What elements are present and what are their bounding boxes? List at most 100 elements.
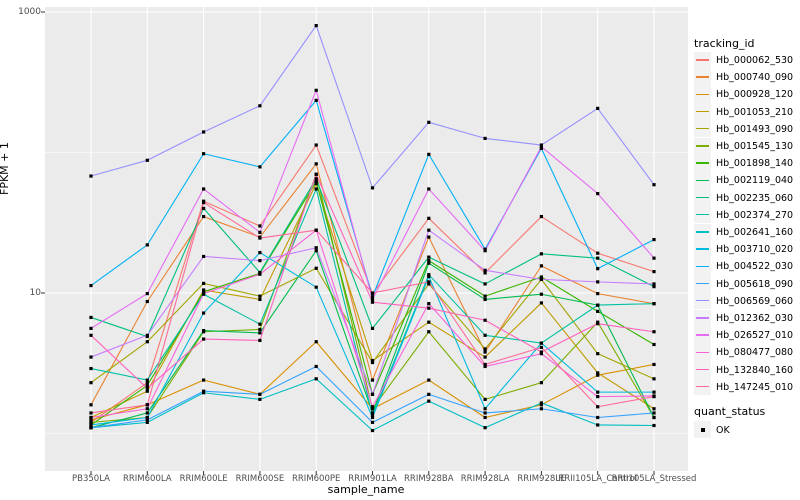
legend-key-swatch — [694, 103, 711, 121]
legend-line-icon — [696, 265, 709, 268]
data-point — [539, 345, 543, 350]
data-point — [370, 326, 375, 330]
data-point — [370, 378, 375, 382]
data-point — [427, 330, 431, 334]
data-point — [89, 315, 93, 320]
data-point — [202, 214, 206, 219]
x-tick-label-RRIM600PE: RRIM600PE — [292, 474, 341, 484]
legend-key-swatch — [694, 292, 711, 310]
legend-title-quant-status: quant_status — [694, 405, 766, 418]
data-point — [314, 364, 318, 369]
data-point — [258, 322, 262, 326]
legend-key-swatch — [694, 309, 711, 327]
data-point — [539, 350, 543, 354]
y-tick-label: 10 — [29, 287, 41, 298]
data-point — [596, 256, 600, 260]
x-tick-label-RRIM928LE: RRIM928LE — [517, 474, 566, 484]
y-tick-label: 1000 — [18, 6, 41, 17]
legend-line-icon — [696, 248, 709, 250]
data-point — [652, 415, 656, 420]
data-point — [314, 340, 318, 344]
data-point — [370, 297, 375, 302]
data-point — [145, 378, 149, 382]
legend-key-swatch — [694, 85, 711, 103]
data-point — [539, 401, 543, 405]
data-point — [427, 259, 431, 263]
legend-entry-label: Hb_005618_090 — [716, 278, 794, 290]
x-tick-label-RRIM928BA: RRIM928BA — [404, 474, 454, 484]
data-point — [258, 224, 262, 228]
legend-key-swatch — [694, 275, 711, 293]
data-point — [539, 301, 543, 305]
data-point — [483, 355, 487, 359]
legend-line-icon — [696, 179, 709, 182]
data-point — [145, 158, 149, 162]
data-point — [145, 411, 149, 415]
data-point — [483, 297, 487, 302]
legend-entry-label: Hb_001053_210 — [716, 106, 794, 118]
data-point — [202, 206, 206, 211]
data-point — [596, 292, 600, 296]
legend-entry-label: OK — [716, 424, 730, 436]
data-point — [596, 309, 600, 313]
data-point — [596, 371, 600, 375]
data-point — [89, 174, 93, 178]
data-point — [89, 415, 93, 420]
black-square-point-icon — [700, 427, 705, 432]
data-point — [314, 249, 318, 253]
data-point — [539, 352, 543, 356]
data-point — [596, 373, 600, 377]
data-point — [596, 395, 600, 399]
data-point — [483, 282, 487, 286]
data-point — [539, 403, 543, 407]
data-point — [202, 152, 206, 156]
data-point — [427, 282, 431, 286]
data-point — [539, 143, 543, 147]
data-point — [89, 333, 93, 337]
data-point — [483, 415, 487, 420]
data-point — [202, 337, 206, 341]
data-point — [652, 282, 656, 286]
data-point — [202, 378, 206, 382]
legend-line-icon — [696, 128, 709, 130]
data-point — [89, 326, 93, 330]
data-point — [596, 251, 600, 255]
legend-key-swatch — [694, 326, 711, 344]
data-point — [483, 364, 487, 369]
data-point — [258, 397, 262, 401]
data-point — [596, 267, 600, 271]
data-point — [370, 411, 375, 415]
data-point — [539, 146, 543, 150]
legend-entry-label: Hb_026527_010 — [716, 330, 794, 342]
data-point — [258, 104, 262, 108]
legend-entry-label: Hb_000928_120 — [716, 89, 794, 101]
legend-line-icon — [696, 214, 709, 216]
data-point — [427, 399, 431, 403]
legend-line-icon — [696, 162, 709, 164]
data-point — [652, 302, 656, 306]
data-point — [483, 249, 487, 253]
data-point — [89, 355, 93, 359]
data-point — [596, 423, 600, 427]
data-point — [314, 246, 318, 250]
legend-entry-label: Hb_003710_020 — [716, 244, 794, 256]
data-point — [483, 407, 487, 411]
data-point — [539, 275, 543, 279]
data-point — [427, 392, 431, 396]
legend-line-icon — [696, 145, 709, 147]
data-point — [427, 120, 431, 124]
legend-line-icon — [696, 110, 709, 113]
data-point — [370, 405, 375, 409]
data-point — [483, 426, 487, 430]
data-point — [145, 381, 149, 385]
data-point — [539, 252, 543, 256]
data-point — [145, 407, 149, 411]
data-point — [427, 274, 431, 279]
data-point — [370, 415, 375, 420]
data-point — [370, 428, 375, 433]
data-point — [483, 411, 487, 415]
data-point — [145, 418, 149, 422]
legend-entry-label: Hb_006569_060 — [716, 295, 794, 307]
legend-line-icon — [696, 300, 709, 302]
